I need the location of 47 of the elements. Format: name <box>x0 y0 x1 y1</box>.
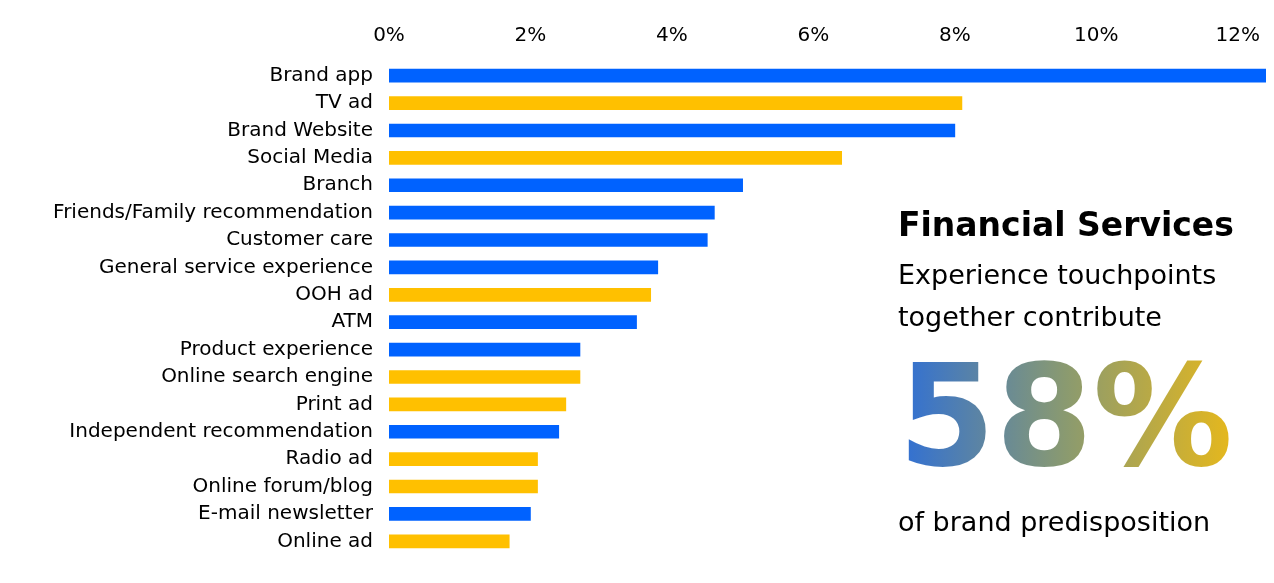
y-tick-label: Online forum/blog <box>192 472 373 497</box>
y-tick-label: Branch <box>302 171 373 196</box>
y-tick-label: Friends/Family recommendation <box>53 198 373 223</box>
bar <box>389 397 567 412</box>
bar <box>389 507 531 521</box>
x-tick-label: 8% <box>938 22 971 47</box>
y-tick-label: E-mail newsletter <box>198 500 374 525</box>
x-tick-label: 12% <box>1215 22 1260 47</box>
text: Financial Services <box>898 205 1235 244</box>
y-tick-label: TV ad <box>314 89 373 114</box>
y-tick-label: Online ad <box>277 527 373 552</box>
bar <box>389 151 843 165</box>
bar <box>389 370 581 384</box>
bar <box>389 260 659 275</box>
bar <box>389 233 708 247</box>
y-tick-label: General service experience <box>98 253 373 278</box>
y-tick-label: ATM <box>331 308 373 333</box>
y-tick-label: Social Media <box>247 144 373 169</box>
bar <box>389 342 581 357</box>
y-tick-label: OOH ad <box>295 281 373 306</box>
annotation: Experience touchpoints together contribute <box>898 259 1217 332</box>
y-tick-label: Print ad <box>295 390 373 415</box>
y-tick-label: Independent recommendation <box>69 417 373 442</box>
bar <box>389 68 1267 83</box>
y-tick-label: Customer care <box>226 226 373 251</box>
y-tick-label: Brand Website <box>227 116 373 141</box>
bar <box>389 96 963 110</box>
bar <box>389 479 538 494</box>
x-tick-label: 2% <box>514 22 547 47</box>
bar <box>389 534 510 549</box>
x-tick-label: 0% <box>373 22 405 47</box>
bar <box>389 315 637 330</box>
x-tick-label: 4% <box>656 22 688 47</box>
annotation: of brand predisposition <box>898 506 1212 537</box>
bar <box>389 205 715 220</box>
bar <box>389 178 743 193</box>
y-tick-label: Radio ad <box>285 445 373 470</box>
y-tick-label: Product experience <box>179 335 373 360</box>
bar <box>389 452 538 466</box>
x-tick-label: 6% <box>797 22 830 47</box>
annotation: 58% <box>898 335 1234 498</box>
y-tick-label: Brand app <box>269 61 373 86</box>
bar <box>389 287 652 302</box>
x-tick-label: 10% <box>1074 22 1119 47</box>
bar <box>389 424 560 439</box>
bar <box>389 123 956 138</box>
y-tick-label: Online search engine <box>161 363 373 388</box>
